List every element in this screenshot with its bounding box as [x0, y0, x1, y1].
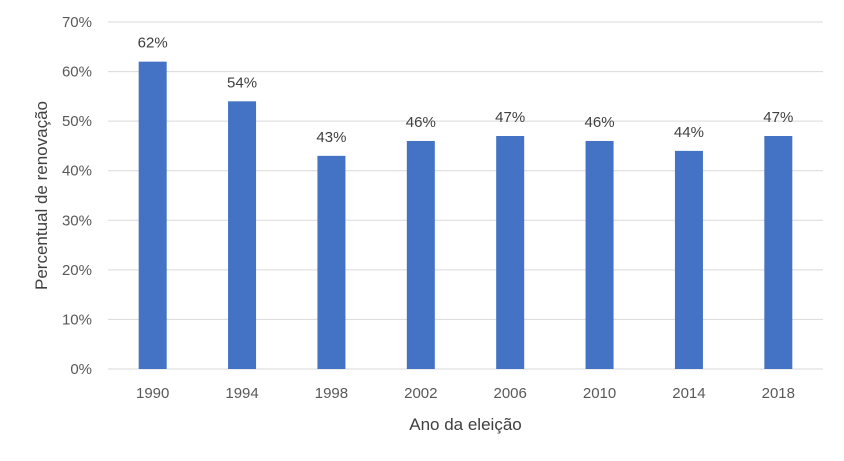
- data-label: 62%: [138, 35, 168, 52]
- y-axis-title: Percentual de renovação: [32, 101, 51, 290]
- y-tick-label: 70%: [62, 14, 92, 31]
- y-tick-label: 60%: [62, 64, 92, 81]
- x-tick-label: 2010: [583, 385, 616, 402]
- data-label: 47%: [495, 109, 525, 126]
- x-tick-label: 2014: [672, 385, 705, 402]
- bar: [138, 61, 167, 370]
- x-tick-label: 2002: [404, 385, 437, 402]
- y-tick-label: 10%: [62, 311, 92, 328]
- gridlines: [108, 21, 823, 370]
- y-axis-ticks: 0% 10% 20% 30% 40% 50% 60% 70%: [62, 14, 92, 378]
- bar: [406, 140, 435, 369]
- y-tick-label: 0%: [70, 361, 92, 378]
- x-tick-label: 1990: [136, 385, 169, 402]
- x-tick-label: 1994: [225, 385, 258, 402]
- bar: [228, 101, 257, 370]
- x-tick-label: 2018: [762, 385, 795, 402]
- bar: [585, 140, 614, 369]
- x-tick-label: 2006: [494, 385, 527, 402]
- data-label: 46%: [406, 114, 436, 131]
- bar: [317, 155, 346, 369]
- bar: [674, 150, 703, 369]
- bar: [764, 136, 793, 369]
- x-tick-label: 1998: [315, 385, 348, 402]
- data-label: 47%: [763, 109, 793, 126]
- data-labels: 62% 54% 43% 46% 47% 46% 44% 47%: [138, 35, 794, 146]
- y-tick-label: 40%: [62, 163, 92, 180]
- x-axis-ticks: 1990 1994 1998 2002 2006 2010 2014 2018: [136, 385, 795, 402]
- bar: [496, 136, 525, 369]
- data-label: 44%: [674, 124, 704, 141]
- y-tick-label: 50%: [62, 113, 92, 130]
- x-axis-title: Ano da eleição: [409, 415, 521, 434]
- y-tick-label: 30%: [62, 212, 92, 229]
- y-tick-label: 20%: [62, 262, 92, 279]
- data-label: 54%: [227, 74, 257, 91]
- bars: [138, 61, 793, 370]
- data-label: 43%: [316, 129, 346, 146]
- data-label: 46%: [585, 114, 615, 131]
